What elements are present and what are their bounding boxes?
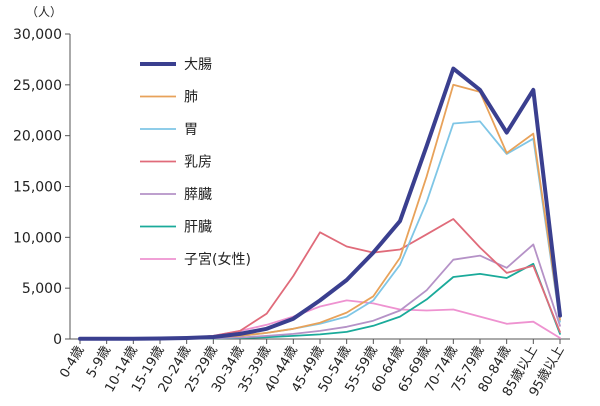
- legend-label: 肝臓: [184, 220, 212, 236]
- y-tick-label: 5,000: [22, 281, 62, 297]
- y-tick-label: 30,000: [13, 27, 62, 43]
- y-tick-label: 25,000: [13, 78, 62, 94]
- series-line-0: [78, 66, 562, 341]
- y-tick-label: 10,000: [13, 230, 62, 246]
- legend-label: 胃: [184, 122, 198, 138]
- legend-label: 肺: [184, 90, 198, 106]
- x-tick-label: 0-4歳: [57, 344, 87, 381]
- y-axis-unit-label: （人）: [26, 5, 62, 19]
- legend-label: 乳房: [184, 155, 212, 171]
- series-line-3: [79, 218, 561, 340]
- legend-label: 大腸: [184, 57, 212, 73]
- x-axis: 0-4歳5-9歳10-14歳15-19歳20-24歳25-29歳30-34歳35…: [57, 338, 570, 399]
- y-axis: 0 5,000 10,000 15,000 20,000 25,000 30,000: [13, 27, 71, 348]
- legend-label: 膵臓: [184, 187, 212, 203]
- legend-label: 子宮(女性): [184, 251, 251, 268]
- y-tick-label: 20,000: [13, 129, 62, 145]
- series-line-6: [79, 299, 561, 340]
- series-lines: [78, 66, 562, 341]
- y-tick-label: 0: [53, 332, 62, 348]
- y-tick-label: 15,000: [13, 180, 62, 196]
